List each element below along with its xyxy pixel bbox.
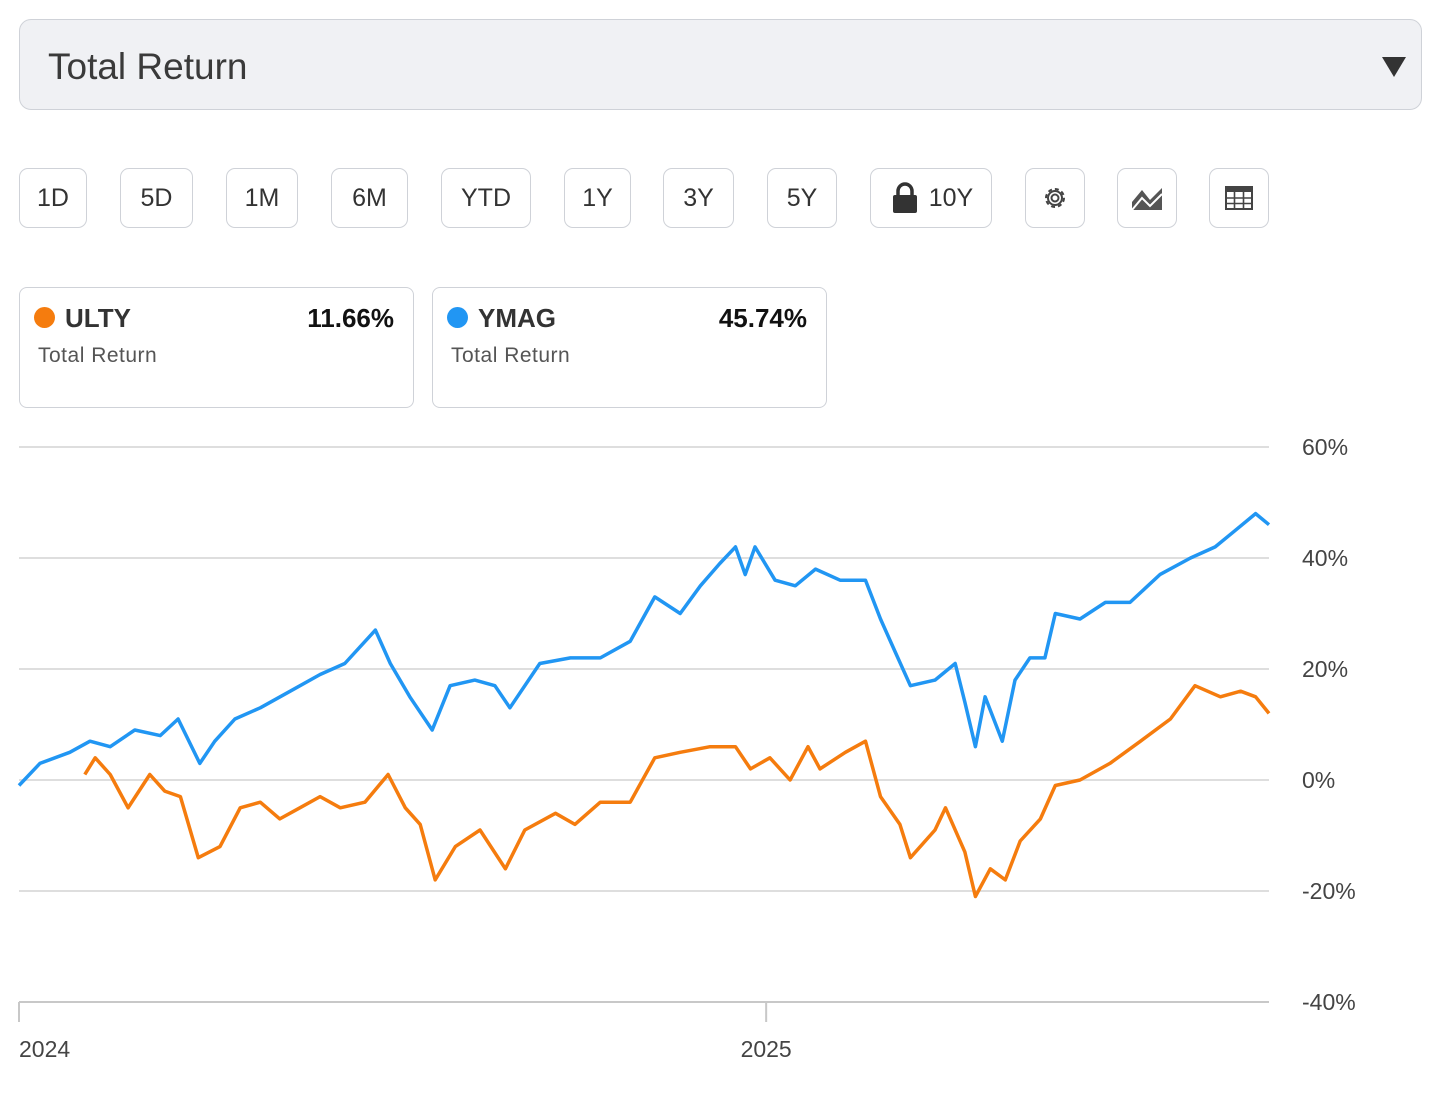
lock-icon [893, 182, 917, 213]
legend-dot [447, 307, 468, 328]
range-button[interactable]: 1Y [564, 168, 631, 228]
chart-type-button[interactable] [1117, 168, 1177, 228]
y-tick-label: 0% [1302, 767, 1335, 793]
legend-card[interactable]: YMAG 45.74% Total Return [432, 287, 827, 408]
legend-name: ULTY [65, 303, 131, 333]
legend-card[interactable]: ULTY 11.66% Total Return [19, 287, 414, 408]
range-label: 5D [140, 183, 173, 212]
table-icon [1225, 186, 1253, 210]
range-label: 1Y [582, 183, 613, 212]
settings-button[interactable] [1025, 168, 1085, 228]
range-label: YTD [461, 183, 511, 212]
range-label: 1M [244, 183, 280, 212]
range-label: 3Y [683, 183, 714, 212]
y-tick-label: 20% [1302, 656, 1348, 682]
legend-value: 45.74% [718, 303, 807, 333]
range-label: 10Y [928, 183, 974, 212]
range-label: 1D [37, 183, 69, 212]
table-button[interactable] [1209, 168, 1269, 228]
x-tick-label: 2025 [741, 1036, 792, 1062]
legend-value: 11.66% [307, 303, 394, 333]
range-button[interactable]: 5D [120, 168, 193, 228]
gear-icon [1045, 188, 1065, 208]
range-button[interactable]: 5Y [767, 168, 837, 228]
x-tick-label: 2024 [19, 1036, 70, 1062]
legend-name: YMAG [478, 303, 556, 333]
y-tick-label: -40% [1302, 989, 1356, 1015]
range-button[interactable]: YTD [441, 168, 531, 228]
y-tick-label: 40% [1302, 545, 1348, 571]
dropdown-arrow [1382, 57, 1406, 77]
range-button[interactable]: 10Y [870, 168, 992, 228]
series-line [83, 683, 1271, 899]
range-label: 6M [352, 183, 387, 212]
legend-subtitle: Total Return [451, 344, 571, 367]
y-tick-label: 60% [1302, 434, 1348, 460]
chart-icon [1131, 188, 1163, 211]
y-tick-label: -20% [1302, 878, 1356, 904]
legend-dot [34, 307, 55, 328]
series-line [17, 511, 1271, 787]
range-button[interactable]: 1D [19, 168, 87, 228]
range-button[interactable]: 6M [331, 168, 408, 228]
range-button[interactable]: 1M [226, 168, 298, 228]
legend-subtitle: Total Return [38, 344, 158, 367]
range-label: 5Y [786, 183, 818, 212]
dropdown[interactable]: Total Return [19, 19, 1422, 110]
range-button[interactable]: 3Y [663, 168, 734, 228]
dropdown-label: Total Return [48, 46, 248, 87]
